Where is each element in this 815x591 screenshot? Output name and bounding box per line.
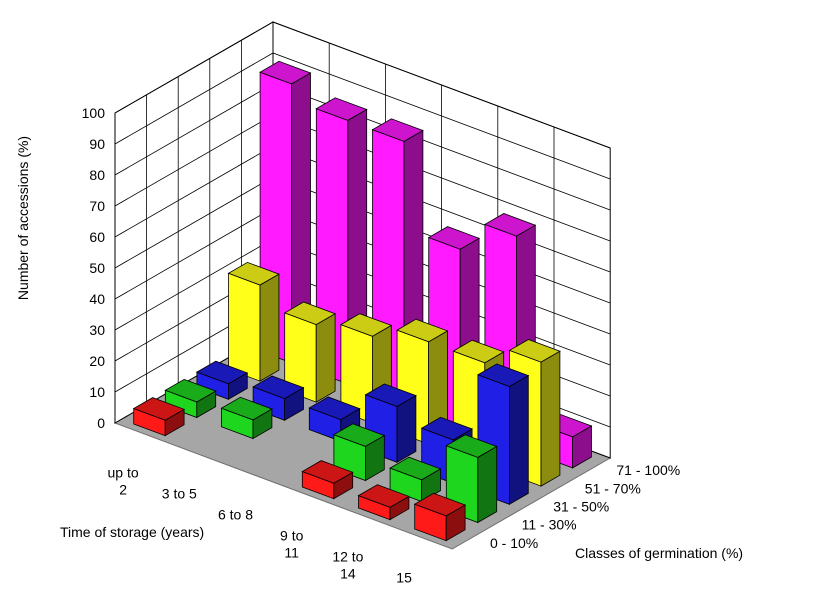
y-tick-label: 20: [89, 353, 105, 369]
bar-top: [420, 416, 474, 441]
z-axis-title: Classes of germination (%): [575, 545, 743, 561]
bar-side: [259, 273, 280, 382]
bar-top: [413, 492, 467, 517]
bar-top: [259, 60, 312, 85]
z-series-label: 71 - 100%: [616, 462, 680, 478]
bar: [389, 456, 442, 503]
y-tick-label: 50: [89, 260, 105, 276]
x-category-label: 12 to: [332, 549, 363, 565]
bar-top: [389, 456, 442, 481]
y-tick-label: 90: [89, 136, 105, 152]
bar-top: [164, 378, 217, 403]
bar-side: [477, 445, 498, 524]
bar-top: [195, 360, 249, 385]
bar-top: [339, 313, 393, 337]
bar: [332, 423, 386, 482]
x-category-label: a.m.: [390, 587, 417, 591]
chart-bars: [132, 60, 593, 542]
bar-top: [396, 318, 449, 343]
y-tick-label: 0: [97, 415, 105, 431]
bar-top: [445, 434, 498, 458]
z-series-label: 31 - 50%: [553, 499, 609, 515]
bar-top: [364, 383, 417, 407]
bar-top: [308, 396, 361, 421]
bar-side: [315, 313, 336, 403]
x-category-label: 3 to 5: [162, 486, 197, 502]
x-category-label: 6 to 8: [218, 507, 253, 523]
bar-top: [227, 261, 280, 286]
bar-front: [228, 272, 261, 382]
bar-top: [483, 213, 537, 237]
bar-top: [283, 301, 337, 326]
y-tick-label: 70: [89, 198, 105, 214]
bar: [227, 261, 280, 382]
bar-top: [315, 97, 368, 121]
bar-side: [508, 374, 529, 505]
bar: [413, 492, 467, 542]
bar-top: [220, 396, 273, 421]
y-tick-label: 40: [89, 291, 105, 307]
z-series-label: 51 - 70%: [585, 480, 641, 496]
y-tick-label: 100: [82, 105, 106, 121]
z-series-label: 0 - 10%: [490, 535, 538, 551]
bar: [357, 484, 410, 521]
bar: [252, 375, 305, 421]
bar-top: [452, 339, 505, 364]
bar-top: [357, 484, 410, 508]
bar: [132, 397, 186, 437]
bar: [445, 434, 498, 524]
bar: [283, 301, 337, 403]
x-category-label: 14: [340, 566, 356, 582]
bar: [164, 378, 217, 419]
z-series-label: 11 - 30%: [522, 517, 577, 533]
bar: [220, 396, 273, 440]
bar-side: [540, 350, 561, 487]
y-tick-label: 30: [89, 322, 105, 338]
bar-top: [508, 339, 561, 363]
bar-top: [301, 460, 354, 484]
bar-top: [252, 375, 305, 400]
chart-labels: 0 10 20 30 40 50 60 70 80 90 100 up to2 3 to 5 6 to 8…: [82, 105, 681, 591]
x-category-label: 15: [396, 570, 412, 586]
bar-top: [332, 423, 386, 447]
x-category-label: 11: [284, 545, 299, 561]
y-tick-label: 60: [89, 229, 105, 245]
y-tick-label: 80: [89, 167, 105, 183]
bar-side: [396, 394, 417, 463]
bar-top: [427, 226, 481, 250]
y-tick-label: 10: [89, 384, 105, 400]
y-axis-title: Number of accessions (%): [15, 136, 31, 300]
bar: [195, 360, 249, 400]
bar-top: [476, 363, 530, 387]
bar-top: [371, 118, 424, 142]
x-category-label: 2: [119, 482, 127, 498]
x-category-label: 9 to: [280, 528, 304, 544]
bar-top: [132, 397, 186, 421]
x-category-label: up to: [108, 465, 139, 481]
x-axis-title: Time of storage (years): [60, 524, 204, 540]
bar: [301, 460, 354, 500]
